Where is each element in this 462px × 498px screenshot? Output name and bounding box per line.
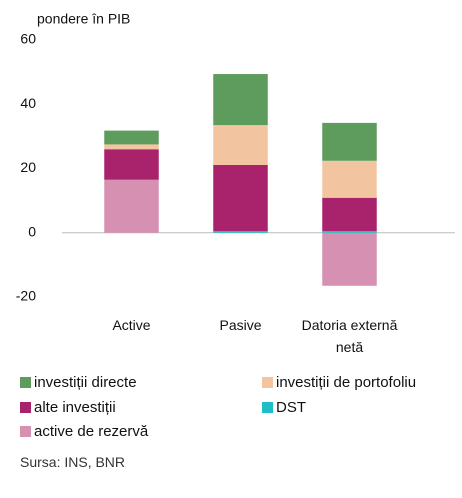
x-tick-label: Active — [112, 317, 151, 333]
bar-segment — [104, 149, 159, 180]
bar-segment — [322, 232, 377, 286]
bar-segment — [213, 231, 268, 233]
bar-segment — [322, 197, 377, 232]
y-tick-label: 0 — [28, 223, 36, 239]
y-tick-label: -20 — [16, 288, 36, 304]
x-tick-label: Pasive — [219, 317, 262, 333]
legend-marker — [20, 426, 31, 437]
legend-marker — [262, 377, 273, 388]
legend-label: investiții de portofoliu — [276, 374, 417, 391]
bar-segment — [322, 122, 377, 161]
legend-item: investiții de portofoliu — [262, 374, 416, 391]
legend-item: DST — [262, 399, 306, 416]
x-tick-label: Datoria externă netă — [301, 317, 398, 355]
y-axis-label: pondere în PIB — [37, 11, 130, 27]
legend-marker — [262, 402, 273, 413]
legend-label: active de rezervă — [34, 423, 149, 440]
bar-segment — [322, 160, 377, 198]
legend-item: active de rezervă — [20, 423, 148, 440]
bar-segment — [104, 179, 159, 233]
bar-segment — [213, 74, 268, 126]
plot: pondere în PIB -20 0 20 40 60 — [16, 11, 455, 304]
bar-segment — [104, 130, 159, 145]
legend-item: investiții directe — [20, 374, 137, 391]
legend-label: DST — [276, 399, 306, 416]
legend-label: alte investiții — [34, 399, 116, 416]
bar-segment — [213, 164, 268, 232]
y-tick-label: 20 — [20, 159, 36, 175]
legend-item: alte investiții — [20, 399, 116, 416]
legend-label: investiții directe — [34, 374, 137, 391]
legend-marker — [20, 377, 31, 388]
y-tick-label: 60 — [20, 31, 36, 47]
y-tick-label: 40 — [20, 95, 36, 111]
bar-segment — [213, 125, 268, 165]
legend-marker — [20, 402, 31, 413]
bar-segment — [322, 231, 377, 233]
bar-segment — [104, 144, 159, 150]
source: Sursa: INS, BNR — [20, 454, 126, 470]
